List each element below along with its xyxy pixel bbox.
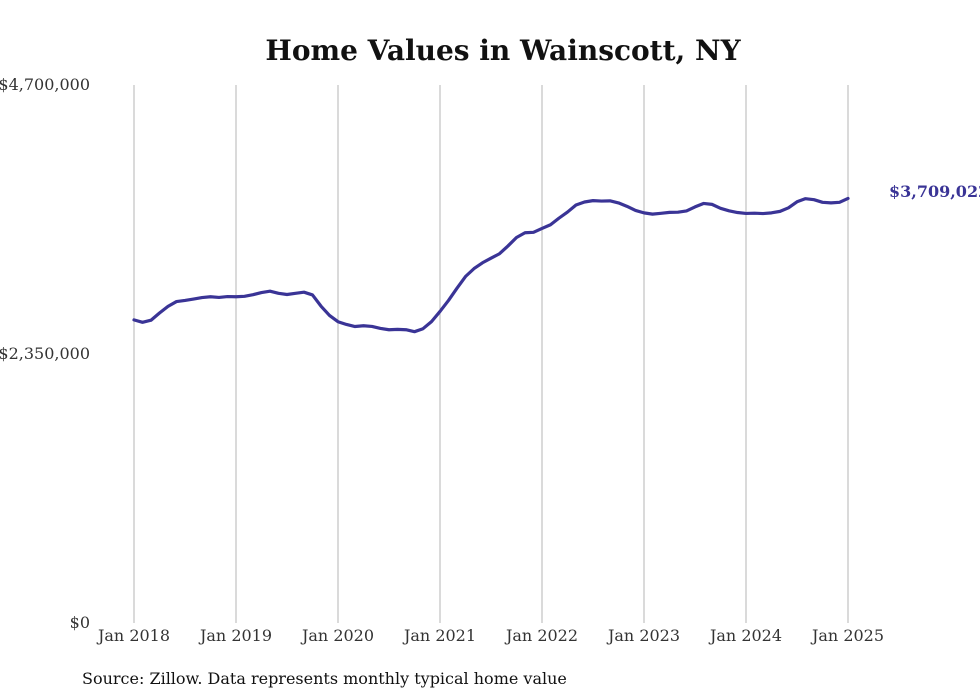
x-tick-label: Jan 2019 <box>198 626 272 645</box>
x-tick-label: Jan 2023 <box>606 626 680 645</box>
source-note: Source: Zillow. Data represents monthly … <box>82 669 567 688</box>
x-tick-label: Jan 2024 <box>708 626 782 645</box>
last-value-label: $3,709,022 <box>889 182 980 201</box>
home-value-line <box>132 196 850 334</box>
y-axis-ticks: $0 $2,350,000 $4,700,000 <box>0 75 90 632</box>
y-tick-label: $4,700,000 <box>0 75 90 94</box>
grid-layer <box>133 85 849 623</box>
x-tick-label: Jan 2020 <box>300 626 374 645</box>
x-tick-label: Jan 2018 <box>96 626 170 645</box>
chart-title: Home Values in Wainscott, NY <box>265 34 741 67</box>
y-tick-label: $2,350,000 <box>0 344 90 363</box>
x-tick-label: Jan 2025 <box>810 626 884 645</box>
x-tick-label: Jan 2021 <box>402 626 476 645</box>
x-tick-label: Jan 2022 <box>504 626 578 645</box>
y-tick-label: $0 <box>70 613 90 632</box>
x-axis-ticks: Jan 2018 Jan 2019 Jan 2020 Jan 2021 Jan 2022… <box>96 626 884 645</box>
